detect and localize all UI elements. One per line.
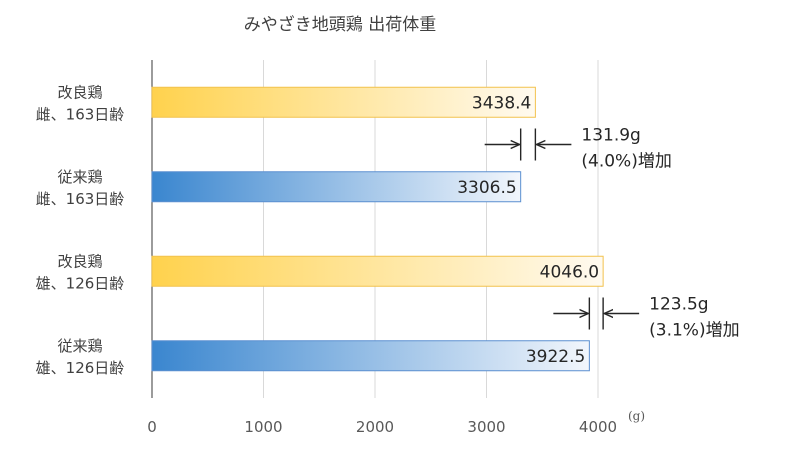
bar-value-label: 3306.5 bbox=[457, 178, 516, 198]
bar bbox=[151, 255, 604, 287]
x-tick-label: 3000 bbox=[467, 418, 505, 436]
x-tick-label: 4000 bbox=[579, 418, 617, 436]
chart-title: みやざき地頭鶏 出荷体重 bbox=[244, 14, 436, 35]
x-tick-label: 2000 bbox=[356, 418, 394, 436]
bar bbox=[151, 86, 536, 118]
category-label: 改良鶏雌、163日齢 bbox=[36, 83, 125, 123]
annotation-percent: (3.1%)増加 bbox=[649, 321, 739, 341]
bars: 3438.4 3306.5 4046.0 3922.5 bbox=[151, 86, 604, 372]
category-label: 従来鶏雌、163日齢 bbox=[36, 168, 125, 208]
x-axis-unit: (g) bbox=[628, 409, 645, 423]
annotation-amount: 131.9g bbox=[581, 126, 640, 146]
x-axis-ticks: 0 1000 2000 3000 4000 bbox=[147, 418, 617, 436]
category-label: 従来鶏雄、126日齢 bbox=[36, 337, 125, 377]
annotation-percent: (4.0%)増加 bbox=[581, 152, 671, 172]
bar bbox=[151, 171, 522, 203]
x-tick-label: 0 bbox=[147, 418, 157, 436]
bar-value-label: 3922.5 bbox=[526, 347, 585, 367]
category-label: 改良鶏雄、126日齢 bbox=[36, 252, 125, 292]
x-tick-label: 1000 bbox=[244, 418, 282, 436]
annotation-amount: 123.5g bbox=[649, 295, 708, 315]
bar bbox=[151, 340, 590, 372]
bar-value-label: 4046.0 bbox=[540, 262, 599, 282]
annotations: 131.9g (4.0%)増加 123.5g (3.1%)増加 bbox=[484, 126, 740, 341]
bar-value-label: 3438.4 bbox=[472, 93, 531, 113]
